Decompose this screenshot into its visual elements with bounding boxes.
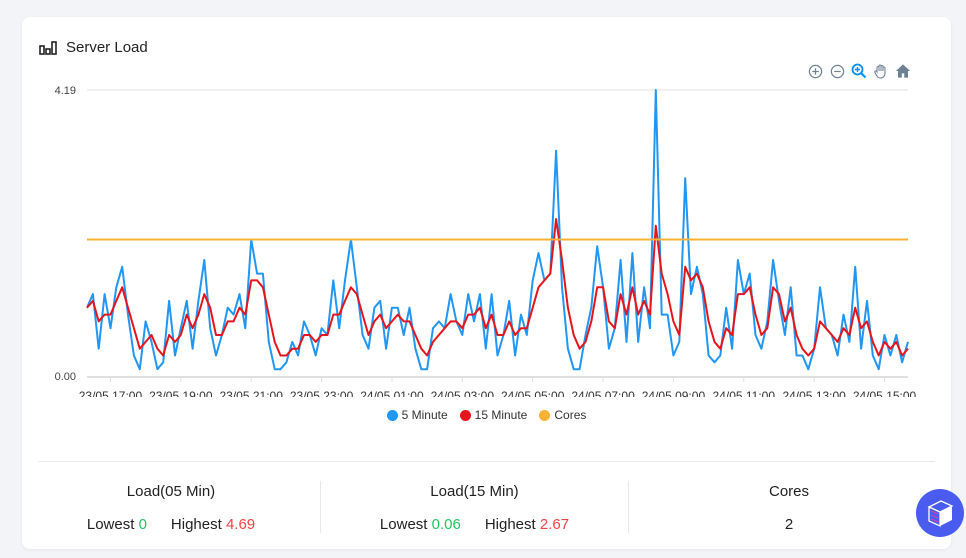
x-tick-label: 24/05 15:00 bbox=[853, 389, 917, 397]
stat-cores: Cores 2 bbox=[629, 483, 949, 533]
series-line-15-minute bbox=[86, 218, 909, 357]
reset-home-icon[interactable] bbox=[895, 63, 911, 79]
chart-toolbar bbox=[807, 63, 911, 79]
server-load-card: Server Load 4.19 0.00 23/05 17:00 23/05 19:… bbox=[22, 17, 951, 549]
column-separator bbox=[320, 481, 321, 533]
x-tick-label: 23/05 21:00 bbox=[219, 389, 283, 397]
chart-legend: 5 Minute 15 Minute Cores bbox=[22, 408, 951, 422]
legend-label: Cores bbox=[554, 408, 587, 422]
stat-load-5min: Load(05 Min) Lowest 0 Highest 4.69 bbox=[22, 483, 320, 533]
bar-chart-icon bbox=[39, 40, 57, 55]
legend-marker bbox=[539, 409, 551, 421]
x-tick-label: 24/05 03:00 bbox=[431, 389, 495, 397]
server-cube-button[interactable] bbox=[916, 489, 964, 537]
legend-label: 5 Minute bbox=[401, 408, 448, 422]
x-tick-label: 23/05 23:00 bbox=[290, 389, 354, 397]
stat-title: Load(05 Min) bbox=[126, 483, 216, 500]
selection-zoom-icon[interactable] bbox=[851, 63, 867, 79]
zoom-in-icon[interactable] bbox=[807, 63, 823, 79]
legend-item-5-minute[interactable]: 5 Minute bbox=[386, 408, 448, 422]
stat-load-15min: Load(15 Min) Lowest 0.06 Highest 2.67 bbox=[321, 483, 628, 533]
highest-value: 4.69 bbox=[225, 516, 256, 533]
lowest-label: Lowest bbox=[379, 516, 428, 533]
x-tick-label: 24/05 05:00 bbox=[501, 389, 565, 397]
legend-marker bbox=[386, 409, 398, 421]
card-header: Server Load bbox=[39, 39, 148, 56]
stat-title: Load(15 Min) bbox=[430, 483, 519, 500]
legend-marker bbox=[459, 409, 471, 421]
legend-label: 15 Minute bbox=[474, 408, 528, 422]
x-tick-label: 24/05 07:00 bbox=[571, 389, 635, 397]
series-line-5-minute bbox=[86, 89, 909, 371]
x-tick-label: 24/05 01:00 bbox=[360, 389, 424, 397]
y-tick-label: 4.19 bbox=[55, 85, 76, 97]
divider bbox=[38, 461, 935, 462]
highest-label: Highest bbox=[170, 516, 222, 533]
lowest-value: 0 bbox=[138, 516, 147, 533]
column-separator bbox=[628, 481, 629, 533]
legend-item-cores[interactable]: Cores bbox=[539, 408, 586, 422]
lowest-value: 0.06 bbox=[431, 516, 461, 533]
y-tick-label: 0.00 bbox=[55, 371, 76, 383]
cores-value: 2 bbox=[784, 516, 794, 533]
pan-hand-icon[interactable] bbox=[873, 63, 889, 79]
legend-item-15-minute[interactable]: 15 Minute bbox=[459, 408, 528, 422]
load-stats: Load(05 Min) Lowest 0 Highest 4.69 Load(1… bbox=[22, 481, 951, 533]
card-title: Server Load bbox=[66, 39, 148, 56]
server-cube-icon bbox=[927, 500, 954, 528]
highest-label: Highest bbox=[484, 516, 536, 533]
highest-value: 2.67 bbox=[539, 516, 570, 533]
x-tick-label: 23/05 17:00 bbox=[79, 389, 143, 397]
lowest-label: Lowest bbox=[86, 516, 135, 533]
x-tick-label: 24/05 13:00 bbox=[782, 389, 846, 397]
stat-title: Cores bbox=[768, 483, 809, 500]
x-tick-label: 23/05 19:00 bbox=[149, 389, 213, 397]
zoom-out-icon[interactable] bbox=[829, 63, 845, 79]
x-tick-label: 24/05 11:00 bbox=[713, 389, 776, 397]
x-tick-label: 24/05 09:00 bbox=[642, 389, 706, 397]
